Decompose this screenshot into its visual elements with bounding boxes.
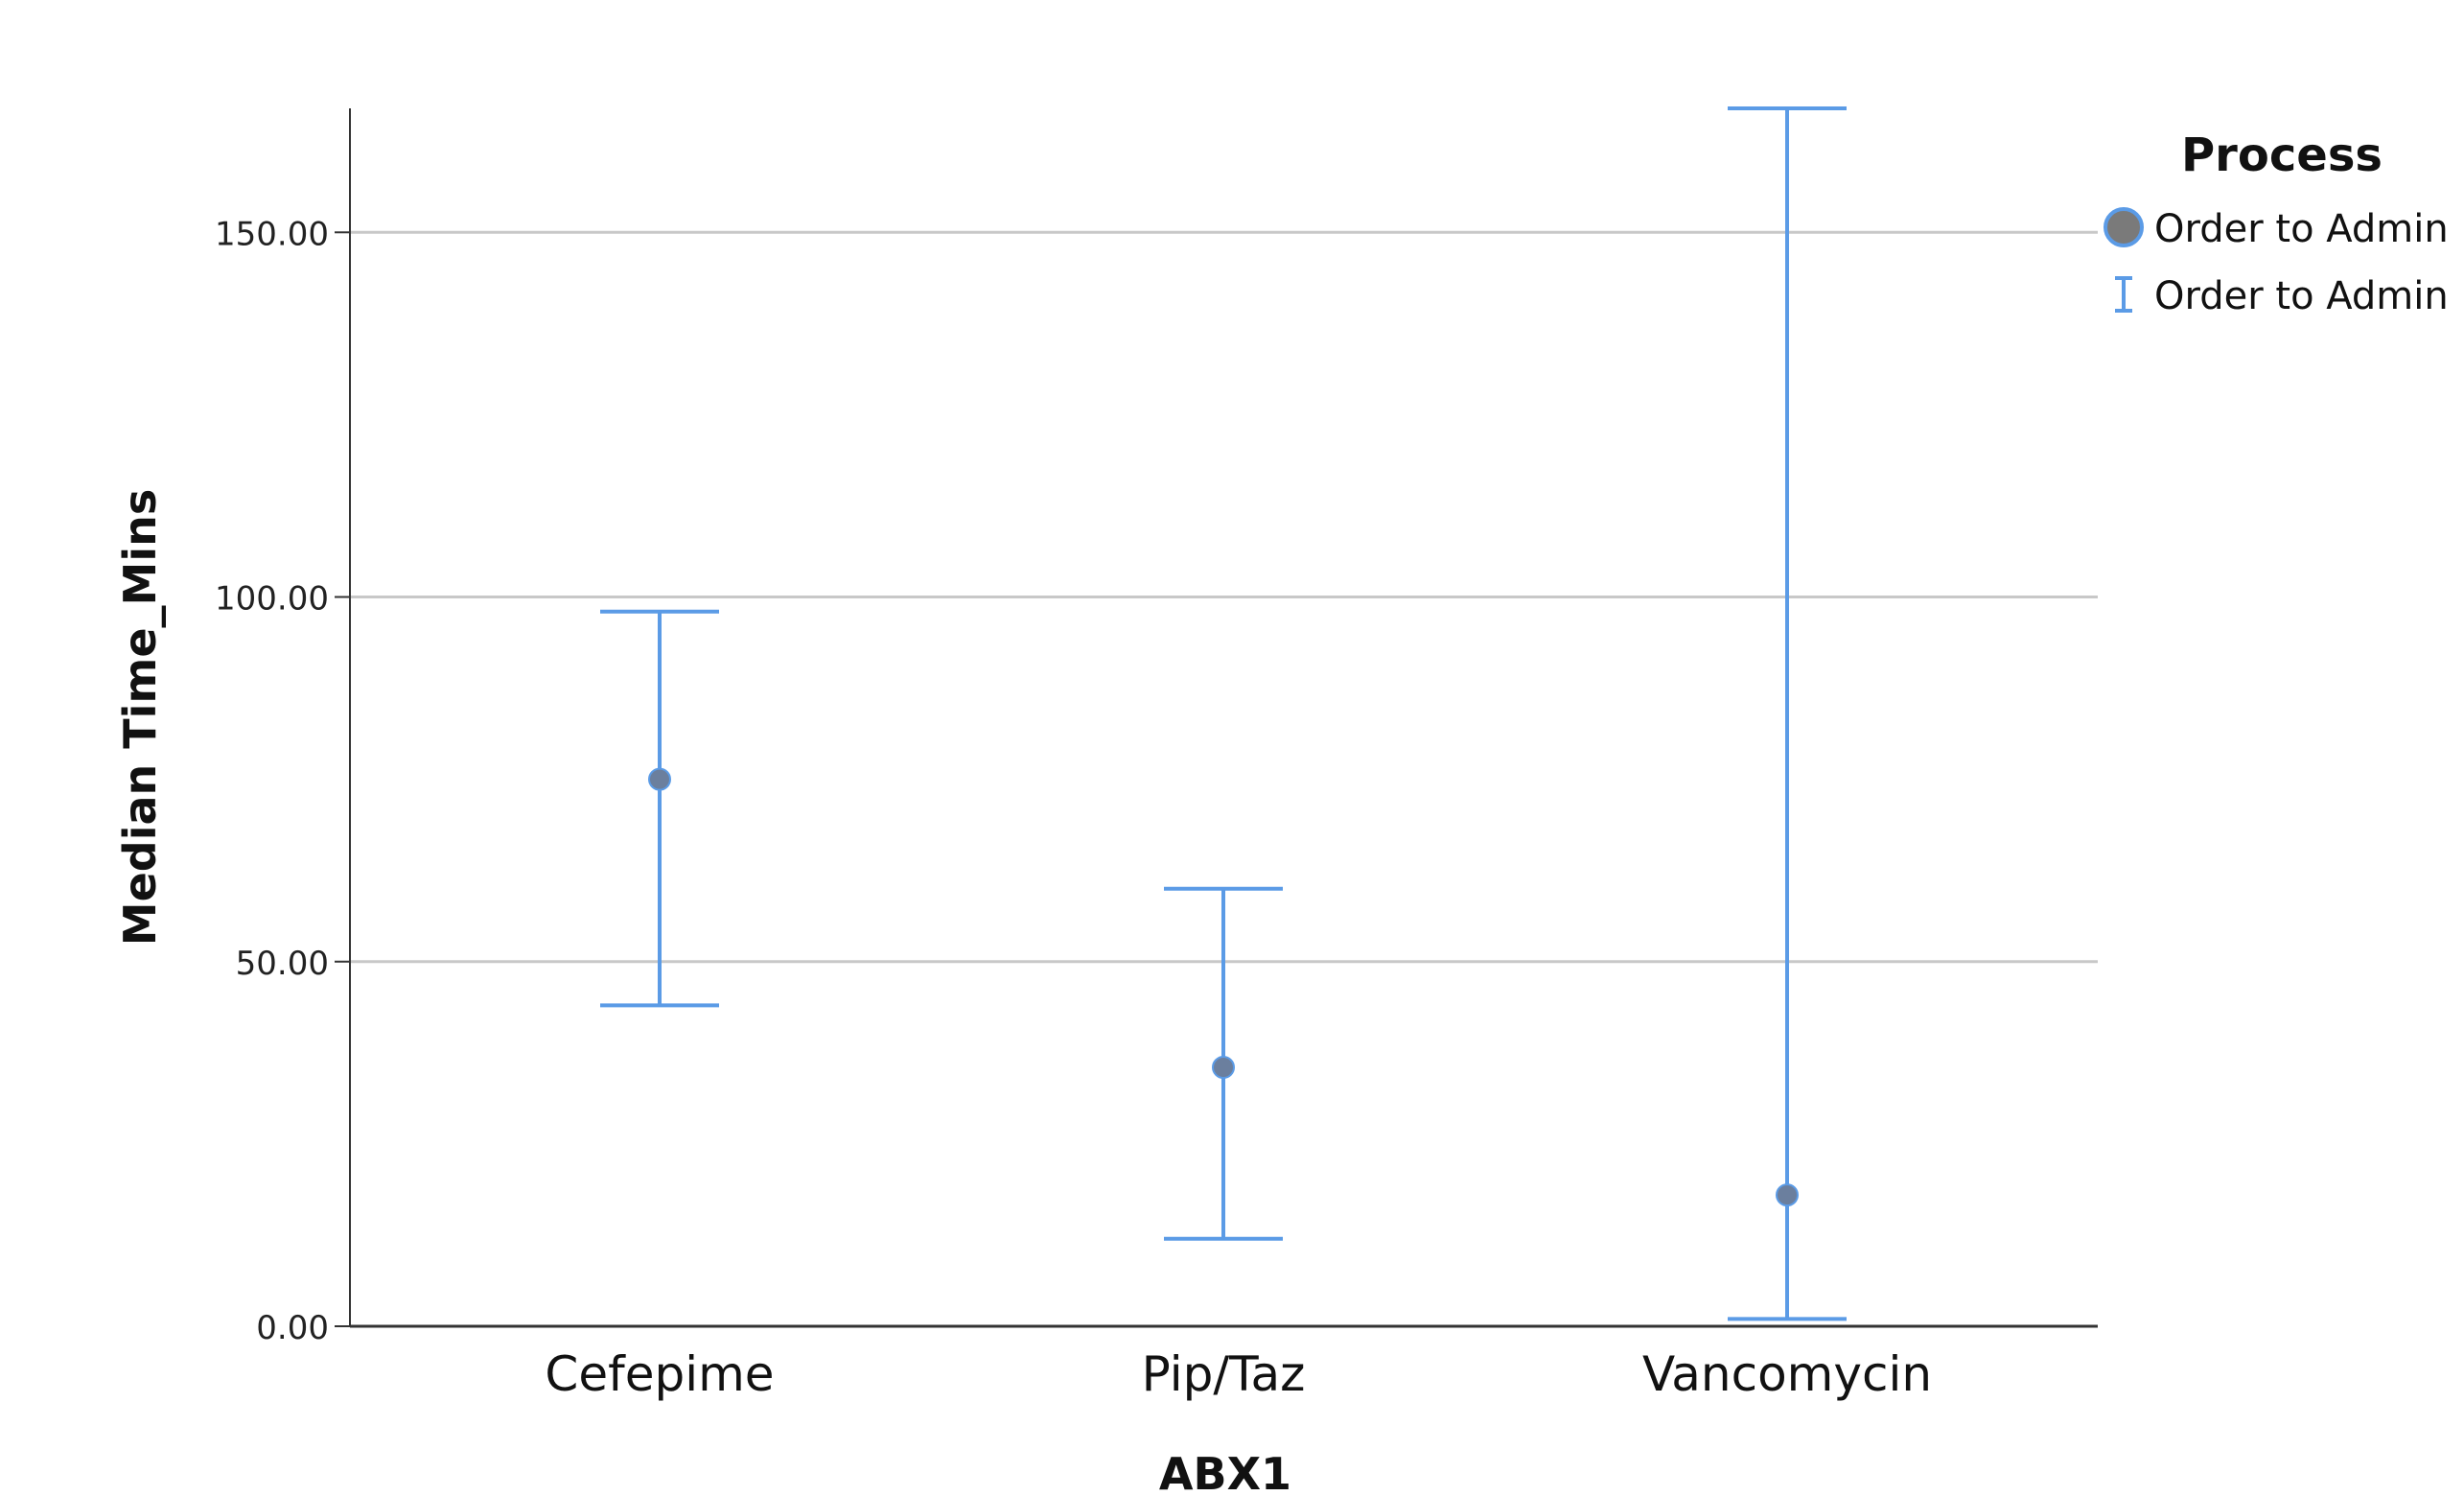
y-tick-label: 150.00	[215, 215, 329, 253]
legend-title: Process	[2181, 129, 2383, 182]
x-tick-label: Cefepime	[545, 1346, 774, 1402]
legend: Process Order to Admin Order to Admin	[2104, 129, 2449, 318]
y-tick-label: 0.00	[256, 1309, 329, 1347]
grid-layer	[350, 230, 2098, 964]
y-tick-labels: 0.00 50.00 100.00 150.00	[215, 215, 350, 1347]
legend-label-error-bars: Order to Admin	[2154, 274, 2449, 318]
data-points	[648, 767, 1799, 1207]
y-tick-label: 50.00	[236, 945, 329, 983]
axis-layer	[349, 108, 2098, 1328]
legend-error-bar-icon	[2115, 276, 2132, 313]
x-tick-label: Vancomycin	[1642, 1346, 1932, 1402]
error-bar	[1728, 106, 1847, 1321]
error-bar	[600, 609, 719, 1008]
data-point	[648, 767, 671, 791]
x-tick-label: Pip/Taz	[1142, 1346, 1306, 1402]
y-axis-label: Median Time_Mins	[114, 489, 166, 946]
legend-point-marker-icon	[2104, 207, 2144, 247]
legend-label-points: Order to Admin	[2154, 207, 2449, 251]
y-tick-label: 100.00	[215, 580, 329, 619]
x-axis-label: ABX1	[1159, 1448, 1291, 1492]
error-bars	[600, 106, 1847, 1321]
data-point	[1776, 1183, 1799, 1207]
x-tick-labels: Cefepime Pip/Taz Vancomycin	[545, 1346, 1932, 1402]
data-point	[1212, 1056, 1235, 1080]
